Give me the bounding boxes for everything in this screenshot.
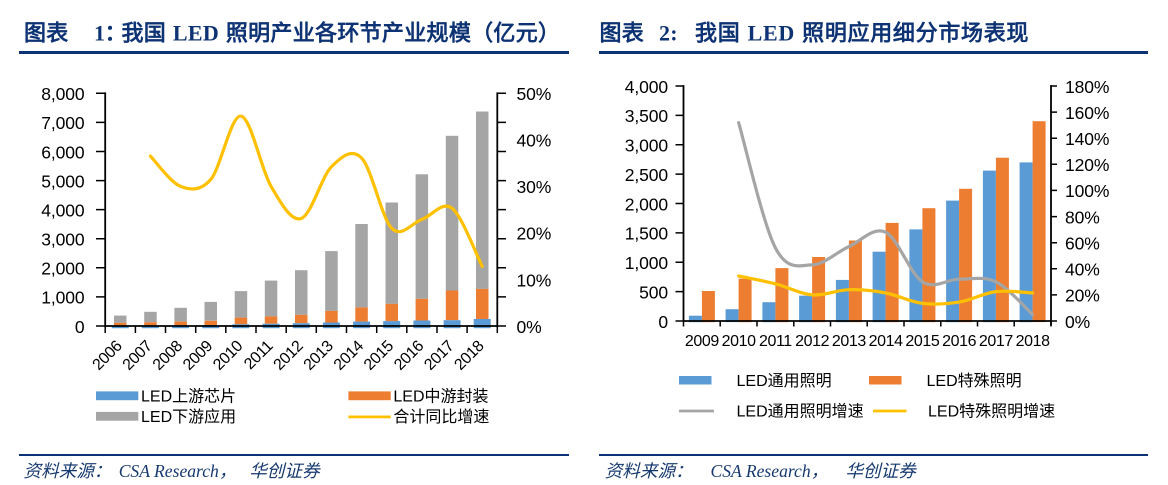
svg-text:3,000: 3,000 bbox=[625, 136, 669, 156]
svg-text:2017: 2017 bbox=[979, 333, 1013, 350]
svg-text:2013: 2013 bbox=[301, 337, 337, 373]
svg-text:0%: 0% bbox=[517, 317, 542, 337]
svg-text:2009: 2009 bbox=[685, 333, 719, 350]
svg-text:1: 1 bbox=[94, 20, 105, 45]
svg-text:2,000: 2,000 bbox=[41, 259, 85, 279]
svg-text:LED通用照明增速: LED通用照明增速 bbox=[737, 403, 864, 421]
svg-text:3,000: 3,000 bbox=[41, 230, 85, 250]
svg-text:100%: 100% bbox=[1065, 181, 1109, 201]
svg-text:5,000: 5,000 bbox=[41, 171, 85, 191]
svg-text:4,000: 4,000 bbox=[41, 200, 85, 220]
svg-text:40%: 40% bbox=[1065, 260, 1100, 280]
svg-text:1,500: 1,500 bbox=[625, 224, 669, 244]
svg-text:160%: 160% bbox=[1065, 103, 1109, 123]
svg-text:0%: 0% bbox=[1065, 312, 1090, 332]
svg-text:2016: 2016 bbox=[942, 333, 976, 350]
svg-text:2009: 2009 bbox=[180, 337, 216, 373]
svg-text:CSA Research，: CSA Research， bbox=[711, 461, 829, 481]
svg-text:8,000: 8,000 bbox=[41, 84, 85, 104]
svg-text:：: ： bbox=[105, 20, 127, 45]
svg-text:500: 500 bbox=[639, 282, 668, 302]
svg-text:2018: 2018 bbox=[451, 337, 487, 373]
svg-text:图表: 图表 bbox=[24, 20, 69, 45]
svg-text:图表: 图表 bbox=[600, 20, 645, 45]
svg-text:2014: 2014 bbox=[869, 333, 903, 350]
svg-text:2006: 2006 bbox=[90, 337, 126, 373]
svg-text:120%: 120% bbox=[1065, 155, 1109, 175]
svg-text:140%: 140% bbox=[1065, 129, 1109, 149]
svg-text:1,000: 1,000 bbox=[41, 288, 85, 308]
svg-text:LED下游应用: LED下游应用 bbox=[141, 407, 236, 426]
svg-text:20%: 20% bbox=[1065, 286, 1100, 306]
svg-text:2015: 2015 bbox=[905, 333, 939, 350]
svg-text:LED通用照明: LED通用照明 bbox=[737, 372, 832, 390]
svg-text:2:: 2: bbox=[659, 20, 678, 45]
svg-text:2011: 2011 bbox=[759, 333, 792, 350]
svg-text:2008: 2008 bbox=[150, 337, 186, 373]
svg-text:CSA Research，: CSA Research， bbox=[119, 461, 237, 481]
svg-text:2,500: 2,500 bbox=[625, 165, 669, 185]
svg-text:2010: 2010 bbox=[210, 337, 246, 373]
svg-text:3,500: 3,500 bbox=[625, 106, 669, 126]
svg-text:2012: 2012 bbox=[271, 337, 307, 373]
svg-text:30%: 30% bbox=[517, 177, 552, 197]
svg-text:0: 0 bbox=[658, 312, 668, 332]
svg-text:2010: 2010 bbox=[722, 333, 756, 350]
svg-text:2014: 2014 bbox=[331, 337, 367, 373]
svg-text:6,000: 6,000 bbox=[41, 142, 85, 162]
svg-text:20%: 20% bbox=[517, 224, 552, 244]
svg-text:2013: 2013 bbox=[832, 333, 866, 350]
svg-text:LED中游封装: LED中游封装 bbox=[393, 387, 488, 405]
svg-text:资料来源：: 资料来源： bbox=[605, 461, 693, 481]
svg-text:2018: 2018 bbox=[1016, 333, 1050, 350]
svg-text:1,000: 1,000 bbox=[625, 253, 669, 273]
svg-text:我国 LED 照明应用细分市场表现: 我国 LED 照明应用细分市场表现 bbox=[695, 20, 1029, 45]
svg-text:资料来源：: 资料来源： bbox=[24, 461, 112, 481]
svg-text:2016: 2016 bbox=[391, 337, 427, 373]
svg-text:0: 0 bbox=[75, 317, 85, 337]
svg-text:180%: 180% bbox=[1065, 77, 1109, 97]
svg-text:10%: 10% bbox=[517, 270, 552, 290]
svg-text:华创证券: 华创证券 bbox=[845, 461, 917, 481]
svg-text:华创证券: 华创证券 bbox=[249, 461, 321, 481]
svg-text:2017: 2017 bbox=[421, 337, 457, 373]
svg-text:2,000: 2,000 bbox=[625, 194, 669, 214]
svg-text:2015: 2015 bbox=[361, 337, 397, 373]
svg-text:2011: 2011 bbox=[241, 337, 277, 373]
svg-text:我国 LED 照明产业各环节产业规模（亿元）: 我国 LED 照明产业各环节产业规模（亿元） bbox=[122, 20, 561, 45]
svg-text:4,000: 4,000 bbox=[625, 77, 669, 97]
svg-text:60%: 60% bbox=[1065, 234, 1100, 254]
svg-text:LED上游芯片: LED上游芯片 bbox=[141, 387, 236, 405]
svg-text:2007: 2007 bbox=[120, 337, 156, 373]
svg-text:7,000: 7,000 bbox=[41, 113, 85, 133]
svg-text:LED特殊照明增速: LED特殊照明增速 bbox=[928, 403, 1055, 421]
svg-text:LED特殊照明: LED特殊照明 bbox=[927, 372, 1022, 390]
svg-text:40%: 40% bbox=[517, 131, 552, 151]
svg-text:合计同比增速: 合计同比增速 bbox=[393, 408, 489, 426]
svg-text:2012: 2012 bbox=[795, 333, 829, 350]
svg-text:80%: 80% bbox=[1065, 207, 1100, 227]
svg-text:50%: 50% bbox=[517, 84, 552, 104]
